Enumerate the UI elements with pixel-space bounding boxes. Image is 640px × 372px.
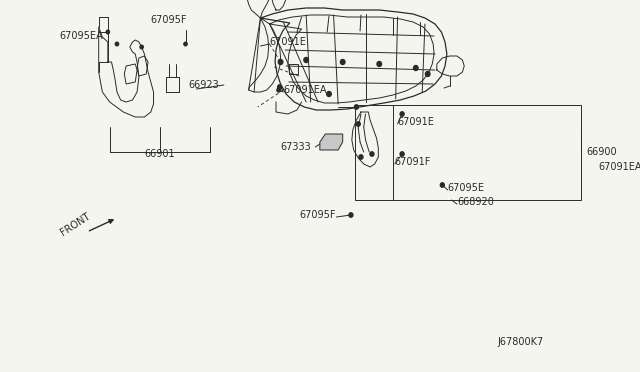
Bar bbox=[355, 105, 581, 200]
Circle shape bbox=[106, 30, 109, 34]
Circle shape bbox=[184, 42, 187, 46]
Text: 67095EA: 67095EA bbox=[60, 31, 103, 41]
Text: 67095E: 67095E bbox=[448, 183, 484, 193]
Text: 67333: 67333 bbox=[280, 142, 310, 152]
Circle shape bbox=[377, 61, 381, 67]
Text: 66900: 66900 bbox=[587, 147, 618, 157]
Circle shape bbox=[440, 183, 444, 187]
Circle shape bbox=[426, 71, 430, 77]
Text: 67091EA: 67091EA bbox=[284, 85, 327, 95]
Text: 67095F: 67095F bbox=[151, 15, 188, 25]
Circle shape bbox=[359, 155, 363, 159]
Circle shape bbox=[413, 65, 418, 71]
Circle shape bbox=[400, 112, 404, 116]
Text: 668920: 668920 bbox=[457, 197, 494, 207]
Circle shape bbox=[355, 105, 358, 109]
Text: 67091EA: 67091EA bbox=[598, 162, 640, 172]
Text: 67091E: 67091E bbox=[397, 117, 435, 127]
Circle shape bbox=[340, 60, 345, 64]
Circle shape bbox=[592, 160, 596, 164]
Text: J67800K7: J67800K7 bbox=[497, 337, 544, 347]
Circle shape bbox=[370, 152, 374, 156]
Text: FRONT: FRONT bbox=[58, 211, 92, 237]
Circle shape bbox=[278, 85, 282, 89]
Circle shape bbox=[356, 122, 360, 126]
Circle shape bbox=[278, 60, 283, 64]
Polygon shape bbox=[320, 134, 342, 150]
Circle shape bbox=[400, 152, 404, 156]
Text: 67091E: 67091E bbox=[269, 37, 307, 47]
Circle shape bbox=[115, 42, 118, 46]
Circle shape bbox=[349, 213, 353, 217]
Circle shape bbox=[140, 45, 143, 49]
Circle shape bbox=[304, 58, 308, 62]
Text: 67091F: 67091F bbox=[395, 157, 431, 167]
Circle shape bbox=[326, 92, 332, 96]
Text: 67095F: 67095F bbox=[300, 210, 336, 220]
Circle shape bbox=[277, 88, 280, 92]
Text: 66901: 66901 bbox=[145, 149, 175, 159]
Text: 66923: 66923 bbox=[189, 80, 220, 90]
